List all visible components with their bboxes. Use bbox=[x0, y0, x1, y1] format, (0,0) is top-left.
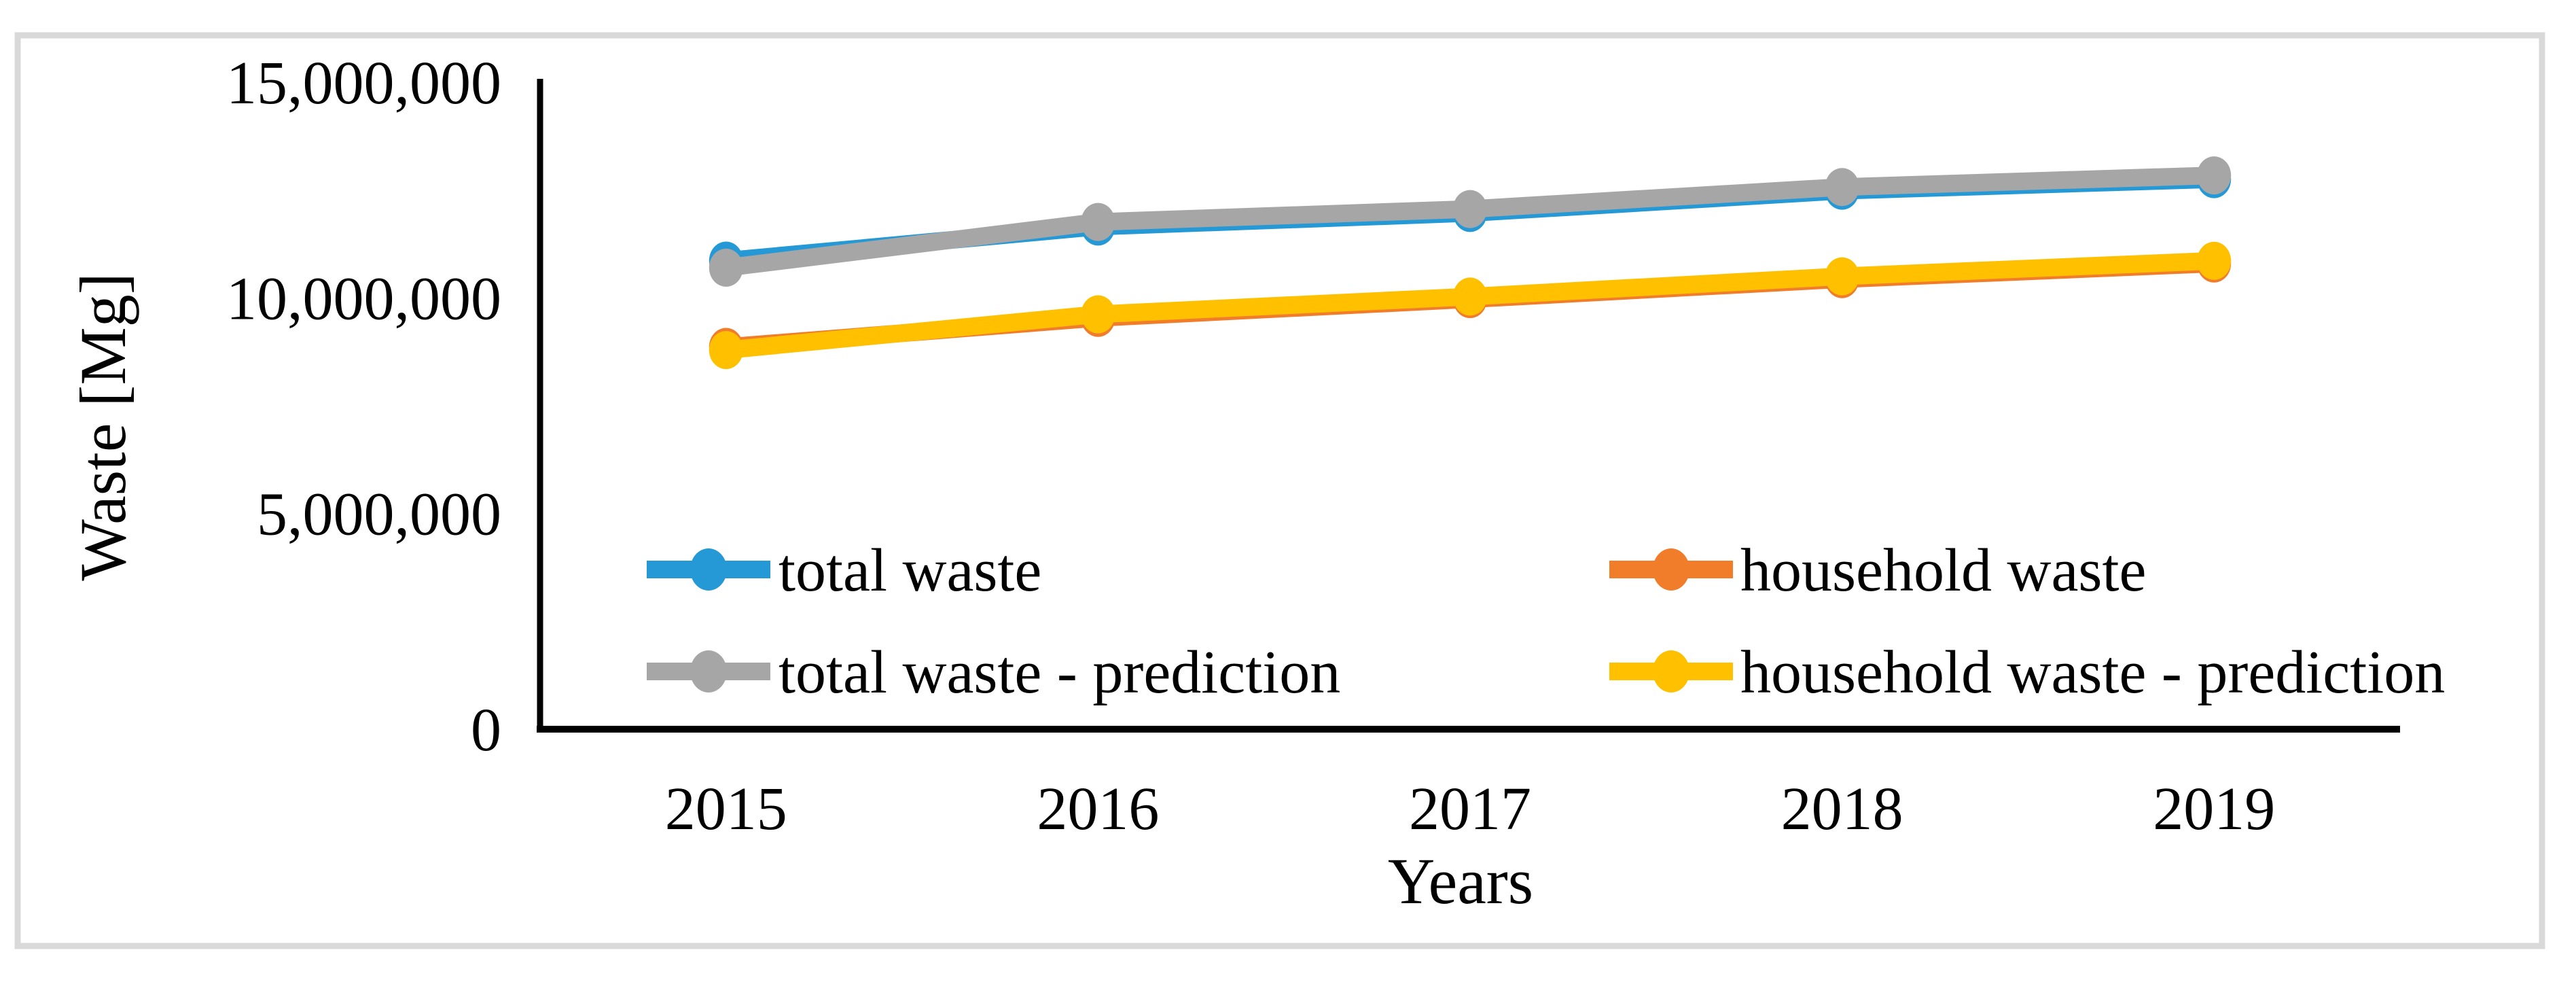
marker-total-waste-prediction-2018 bbox=[1825, 168, 1859, 207]
legend-label-household-waste-prediction: household waste - prediction bbox=[1740, 639, 2445, 706]
x-tick-label: 2019 bbox=[2153, 775, 2275, 843]
y-axis-tick-labels: 15,000,000 10,000,000 5,000,000 0 bbox=[226, 50, 501, 764]
legend-marker-total-waste bbox=[690, 548, 727, 591]
marker-total-waste-prediction-2016 bbox=[1081, 203, 1115, 241]
data-series bbox=[709, 156, 2232, 370]
marker-household-waste-prediction-2015 bbox=[709, 331, 743, 370]
x-axis-title: Years bbox=[1388, 845, 1533, 917]
legend-item-household-waste-prediction: household waste - prediction bbox=[1609, 639, 2445, 706]
y-axis-title: Waste [Mg] bbox=[67, 273, 139, 580]
y-tick-label: 0 bbox=[471, 697, 501, 764]
legend-marker-total-waste-prediction bbox=[690, 650, 727, 692]
y-tick-label: 10,000,000 bbox=[226, 265, 501, 332]
legend-label-total-waste-prediction: total waste - prediction bbox=[779, 639, 1340, 706]
legend-item-total-waste: total waste bbox=[647, 537, 1041, 604]
legend-item-total-waste-prediction: total waste - prediction bbox=[647, 639, 1340, 706]
legend-marker-household-waste bbox=[1653, 548, 1689, 591]
x-tick-label: 2015 bbox=[665, 775, 787, 843]
marker-household-waste-prediction-2017 bbox=[1453, 277, 1487, 316]
chart-legend: total waste household waste total waste - … bbox=[647, 537, 2445, 706]
marker-household-waste-prediction-2018 bbox=[1825, 257, 1859, 296]
x-tick-label: 2018 bbox=[1781, 775, 1903, 843]
marker-total-waste-prediction-2019 bbox=[2197, 156, 2232, 195]
y-tick-label: 5,000,000 bbox=[257, 481, 501, 548]
x-tick-label: 2017 bbox=[1409, 775, 1531, 843]
marker-total-waste-prediction-2015 bbox=[709, 248, 743, 287]
legend-label-total-waste: total waste bbox=[779, 537, 1041, 604]
legend-label-household-waste: household waste bbox=[1740, 537, 2146, 604]
marker-household-waste-prediction-2019 bbox=[2197, 241, 2232, 280]
x-tick-label: 2016 bbox=[1037, 775, 1159, 843]
legend-marker-household-waste-prediction bbox=[1653, 650, 1689, 692]
y-tick-label: 15,000,000 bbox=[226, 50, 501, 117]
x-axis-tick-labels: 2015 2016 2017 2018 2019 bbox=[665, 775, 2275, 843]
legend-item-household-waste: household waste bbox=[1609, 537, 2146, 604]
marker-total-waste-prediction-2017 bbox=[1453, 190, 1487, 228]
marker-household-waste-prediction-2016 bbox=[1081, 295, 1115, 334]
